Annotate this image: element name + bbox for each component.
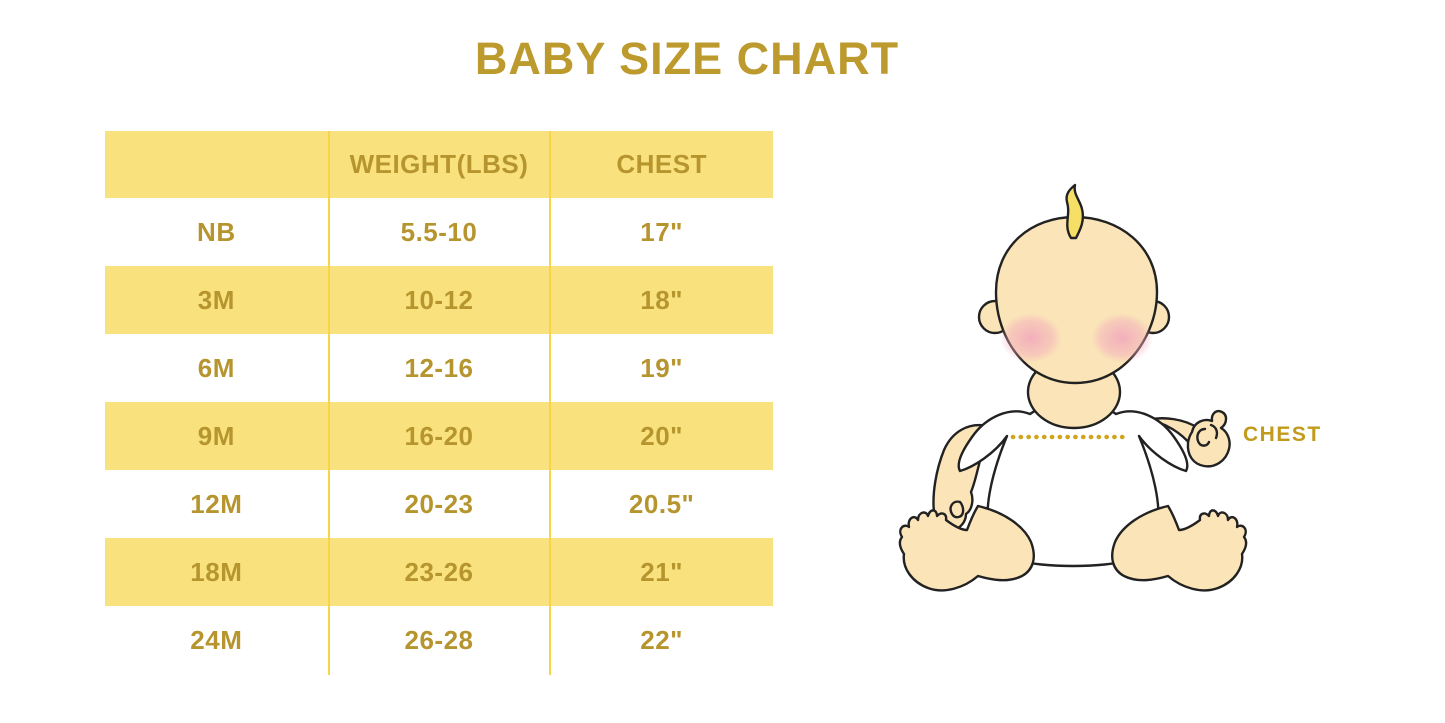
table-cell: 24M (190, 624, 243, 655)
baby-blush-left (1000, 313, 1062, 363)
table-row: 3M 10-12 18" (105, 266, 773, 334)
table-row: 6M 12-16 19" (105, 334, 773, 402)
table-cell: 12-16 (404, 352, 474, 383)
chest-label: CHEST (1243, 423, 1322, 446)
table-row: 24M 26-28 22" (105, 606, 773, 674)
table-header-cell: WEIGHT(LBS) (349, 149, 529, 179)
page-title: BABY SIZE CHART (474, 33, 900, 84)
baby-illustration (860, 170, 1340, 620)
table-cell: 23-26 (404, 556, 474, 587)
table-cell: 5.5-10 (400, 216, 478, 247)
column-divider (549, 131, 551, 675)
table-cell: 9M (197, 420, 235, 451)
baby-right-leg (1111, 504, 1248, 592)
table-cell: 18M (190, 556, 243, 587)
sitting-baby-graphic (898, 183, 1248, 592)
table-cell: 10-12 (404, 284, 474, 315)
table-header-cell: CHEST (616, 149, 707, 179)
table-cell: 26-28 (404, 624, 474, 655)
table-row: 12M 20-23 20.5" (105, 470, 773, 538)
baby-hair-curl (1065, 183, 1085, 240)
table-cell: 20.5" (628, 488, 695, 519)
table-body: WEIGHT(LBS) CHEST NB 5.5-10 17" 3M 10-12 18" 6M 1… (105, 131, 773, 674)
table-cell: 21" (640, 556, 684, 587)
table-cell: 20-23 (404, 488, 474, 519)
table-row: 9M 16-20 20" (105, 402, 773, 470)
table-cell: NB (197, 216, 236, 247)
table-cell: 12M (190, 488, 243, 519)
size-table: WEIGHT(LBS) CHEST NB 5.5-10 17" 3M 10-12 18" 6M 1… (105, 131, 773, 675)
table-cell: 18" (640, 284, 684, 315)
column-divider (328, 131, 330, 675)
table-row: 18M 23-26 21" (105, 538, 773, 606)
table-cell: 20" (640, 420, 684, 451)
table-cell: 16-20 (404, 420, 474, 451)
baby-right-fist-fingers (1196, 423, 1219, 447)
baby-blush-right (1091, 313, 1153, 363)
table-row: NB 5.5-10 17" (105, 198, 773, 266)
table-header-cell (105, 131, 328, 198)
table-cell: 19" (640, 352, 684, 383)
table-cell: 3M (197, 284, 235, 315)
baby-left-hand-curl (949, 500, 965, 519)
baby-left-leg (898, 504, 1035, 592)
table-cell: 17" (640, 216, 684, 247)
baby-right-fist (1186, 409, 1231, 468)
table-header-row: WEIGHT(LBS) CHEST (105, 131, 773, 198)
table-cell: 6M (197, 352, 235, 383)
table-cell: 22" (640, 624, 684, 655)
